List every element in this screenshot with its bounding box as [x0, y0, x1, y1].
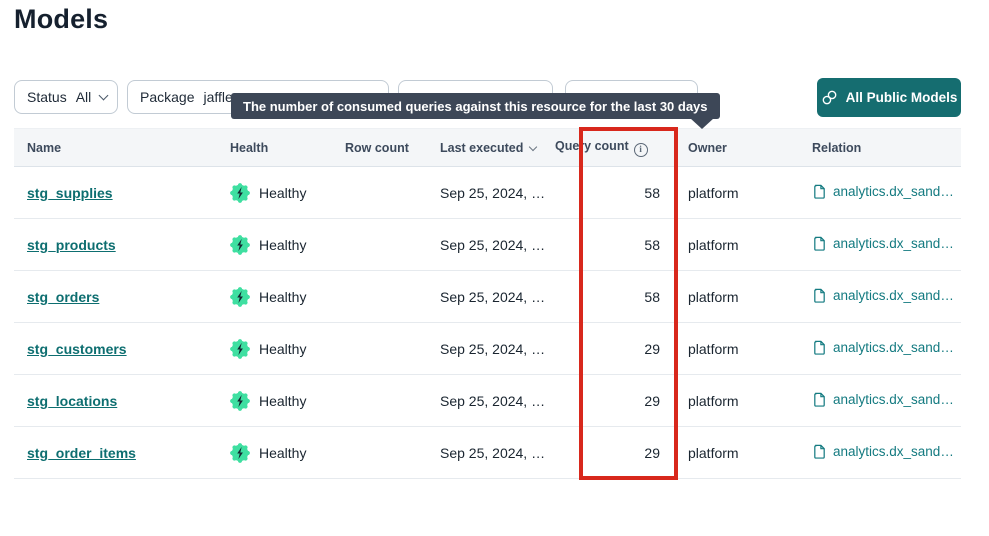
model-name-link[interactable]: stg_products	[27, 236, 116, 253]
table-row: stg_order_items Healthy Sep 25, 2024, … …	[14, 426, 961, 479]
status-filter-dropdown[interactable]: Status All	[14, 80, 118, 114]
model-name-link[interactable]: stg_supplies	[27, 184, 113, 201]
table-row: stg_supplies Healthy Sep 25, 2024, … 58 …	[14, 166, 961, 219]
query-count-label: Query count	[555, 138, 629, 153]
all-public-models-button[interactable]: All Public Models	[817, 78, 961, 117]
health-status-text: Healthy	[259, 236, 307, 253]
file-icon	[812, 392, 827, 407]
link-icon	[821, 89, 838, 106]
owner-value: platform	[665, 218, 789, 271]
relation-link[interactable]: analytics.dx_sand…	[812, 236, 954, 251]
file-icon	[812, 340, 827, 355]
relation-text: analytics.dx_sand…	[833, 287, 954, 303]
file-icon	[812, 236, 827, 251]
health-badge-icon	[230, 234, 250, 255]
owner-value: platform	[665, 322, 789, 375]
health-status-text: Healthy	[259, 288, 307, 305]
chevron-down-icon	[98, 90, 109, 100]
models-table: Name Health Row count Last executed Quer…	[14, 128, 961, 479]
query-count-value: 58	[555, 218, 665, 271]
owner-value: platform	[665, 166, 789, 219]
column-header-owner: Owner	[665, 128, 789, 167]
row-count-value	[345, 218, 425, 271]
health-badge-icon	[230, 442, 250, 463]
file-icon	[812, 184, 827, 199]
owner-value: platform	[665, 374, 789, 427]
table-header-row: Name Health Row count Last executed Quer…	[14, 128, 961, 167]
query-count-tooltip: The number of consumed queries against t…	[231, 93, 720, 129]
health-badge-icon	[230, 182, 250, 203]
owner-value: platform	[665, 426, 789, 479]
health-badge-icon	[230, 286, 250, 307]
query-count-value: 58	[555, 270, 665, 323]
last-executed-value: Sep 25, 2024, …	[425, 426, 555, 479]
owner-value: platform	[665, 270, 789, 323]
column-header-row-count: Row count	[345, 128, 425, 167]
column-header-query-count: Query count i	[555, 128, 665, 167]
relation-link[interactable]: analytics.dx_sand…	[812, 184, 954, 199]
sort-chevron-down-icon	[529, 142, 538, 151]
query-count-value: 29	[555, 426, 665, 479]
file-icon	[812, 444, 827, 459]
health-status-text: Healthy	[259, 392, 307, 409]
status-filter-label: Status	[27, 89, 67, 105]
all-public-models-label: All Public Models	[845, 90, 958, 105]
health-badge-icon	[230, 390, 250, 411]
status-filter-value: All	[75, 89, 92, 105]
last-executed-value: Sep 25, 2024, …	[425, 374, 555, 427]
column-header-relation: Relation	[789, 128, 961, 167]
table-row: stg_locations Healthy Sep 25, 2024, … 29…	[14, 374, 961, 427]
health-status-text: Healthy	[259, 340, 307, 357]
relation-text: analytics.dx_sand…	[833, 339, 954, 355]
row-count-value	[345, 374, 425, 427]
table-row: stg_products Healthy Sep 25, 2024, … 58 …	[14, 218, 961, 271]
relation-link[interactable]: analytics.dx_sand…	[812, 392, 954, 407]
page-title: Models	[14, 4, 109, 34]
model-name-link[interactable]: stg_customers	[27, 340, 127, 357]
query-count-value: 29	[555, 322, 665, 375]
relation-link[interactable]: analytics.dx_sand…	[812, 444, 954, 459]
relation-text: analytics.dx_sand…	[833, 391, 954, 407]
model-name-link[interactable]: stg_locations	[27, 392, 118, 409]
model-name-link[interactable]: stg_orders	[27, 288, 100, 305]
row-count-value	[345, 322, 425, 375]
last-executed-value: Sep 25, 2024, …	[425, 270, 555, 323]
last-executed-value: Sep 25, 2024, …	[425, 166, 555, 219]
package-filter-label: Package	[140, 89, 195, 105]
health-status-text: Healthy	[259, 444, 307, 461]
row-count-value	[345, 166, 425, 219]
row-count-value	[345, 270, 425, 323]
table-row: stg_customers Healthy Sep 25, 2024, … 29…	[14, 322, 961, 375]
last-executed-label: Last executed	[440, 140, 524, 155]
relation-link[interactable]: analytics.dx_sand…	[812, 288, 954, 303]
query-count-value: 58	[555, 166, 665, 219]
tooltip-arrow	[689, 118, 714, 129]
health-badge-icon	[230, 338, 250, 359]
file-icon	[812, 288, 827, 303]
tooltip-text: The number of consumed queries against t…	[243, 98, 708, 114]
relation-text: analytics.dx_sand…	[833, 235, 954, 251]
query-count-value: 29	[555, 374, 665, 427]
last-executed-value: Sep 25, 2024, …	[425, 218, 555, 271]
column-header-health: Health	[230, 128, 345, 167]
relation-text: analytics.dx_sand…	[833, 183, 954, 199]
last-executed-value: Sep 25, 2024, …	[425, 322, 555, 375]
relation-link[interactable]: analytics.dx_sand…	[812, 340, 954, 355]
info-icon[interactable]: i	[633, 142, 648, 157]
column-header-name: Name	[14, 128, 230, 167]
row-count-value	[345, 426, 425, 479]
health-status-text: Healthy	[259, 184, 307, 201]
model-name-link[interactable]: stg_order_items	[27, 444, 136, 461]
column-header-last-executed[interactable]: Last executed	[425, 128, 555, 167]
relation-text: analytics.dx_sand…	[833, 443, 954, 459]
table-row: stg_orders Healthy Sep 25, 2024, … 58 pl…	[14, 270, 961, 323]
